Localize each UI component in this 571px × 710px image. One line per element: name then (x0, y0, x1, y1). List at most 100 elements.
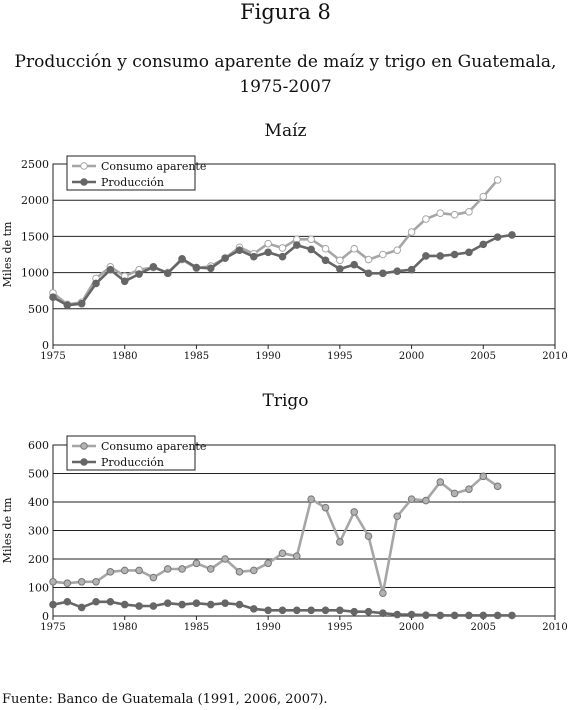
data-point (393, 267, 402, 275)
data-point (63, 579, 72, 588)
legend-label-0: Consumo aparente (101, 440, 206, 453)
data-point (508, 231, 516, 239)
data-point (321, 503, 330, 512)
series-line-0 (52, 474, 499, 595)
figure-label: Figura 8 (240, 0, 331, 24)
data-point (163, 599, 172, 607)
data-point (235, 568, 244, 576)
data-point (49, 578, 57, 586)
data-point (493, 233, 502, 241)
data-point (149, 263, 158, 271)
data-point (192, 599, 201, 607)
data-point (120, 566, 129, 575)
y-tick-label: 0 (42, 339, 49, 352)
y-tick-label: 200 (28, 553, 49, 566)
data-point (120, 277, 129, 286)
y-tick-label: 2000 (21, 194, 49, 207)
data-point (49, 600, 57, 609)
y-tick-label: 500 (28, 468, 49, 481)
x-tick-label: 1995 (327, 622, 352, 630)
x-tick-label: 2000 (399, 622, 424, 630)
legend-label-1: Producción (101, 456, 164, 469)
data-point (407, 265, 416, 274)
data-point (450, 489, 459, 498)
data-point (92, 597, 100, 606)
data-point (350, 260, 359, 269)
data-point (278, 549, 287, 558)
data-point (135, 270, 143, 278)
data-point (436, 252, 445, 260)
y-tick-label: 500 (28, 303, 49, 316)
data-point (508, 611, 516, 620)
legend: Consumo aparente Producción (66, 435, 206, 471)
data-point (493, 611, 502, 620)
data-point (479, 192, 488, 201)
data-point (120, 600, 129, 609)
data-point (336, 606, 344, 615)
data-point (393, 246, 402, 254)
data-point (135, 566, 143, 575)
data-point (163, 269, 172, 278)
x-tick-label: 2005 (471, 351, 496, 362)
figure-title: Producción y consumo aparente de maíz y … (0, 50, 571, 100)
y-tick-label: 1500 (21, 230, 49, 243)
maiz-chart-title: Maíz (264, 121, 307, 141)
y-tick-label: 0 (42, 610, 49, 623)
x-tick-label: 1985 (184, 622, 209, 630)
data-point (192, 559, 201, 568)
y-tick-label: 1000 (21, 267, 49, 280)
data-point (221, 254, 229, 262)
data-point (336, 256, 344, 265)
data-point (393, 512, 402, 521)
x-tick-label: 1985 (184, 351, 209, 362)
data-point (49, 293, 57, 302)
data-point (250, 566, 258, 575)
legend: Consumo aparente Producción (66, 155, 206, 191)
data-point (350, 508, 359, 516)
y-axis-label: Miles de tm (1, 221, 14, 287)
data-point (221, 555, 229, 563)
data-point (364, 255, 373, 264)
data-point (178, 600, 186, 609)
legend-swatch-marker (80, 178, 88, 186)
x-tick-label: 1995 (327, 351, 352, 362)
x-tick-label: 1975 (40, 351, 65, 362)
data-point (307, 606, 315, 615)
data-point (149, 602, 158, 610)
data-point (465, 611, 473, 620)
data-point (436, 611, 445, 620)
data-point (364, 607, 373, 616)
data-point (436, 478, 445, 486)
data-point (350, 244, 359, 253)
data-point (321, 244, 330, 253)
data-point (379, 589, 387, 597)
legend-swatch-marker (80, 458, 88, 466)
data-point (250, 252, 258, 261)
data-point (436, 209, 445, 218)
data-point (307, 495, 315, 503)
data-point (321, 256, 330, 265)
data-point (379, 250, 387, 259)
legend-box (66, 435, 196, 471)
data-point (106, 568, 115, 576)
data-point (493, 482, 502, 491)
data-point (250, 605, 258, 613)
x-tick-label: 2010 (542, 622, 567, 630)
data-point (278, 252, 287, 261)
y-tick-label: 400 (28, 496, 49, 509)
data-point (106, 265, 115, 274)
legend-swatch-marker (80, 162, 88, 170)
figure-title-line2: 1975-2007 (239, 77, 332, 97)
data-point (77, 603, 86, 612)
series-line-0 (52, 179, 499, 306)
data-point (465, 485, 473, 493)
data-point (364, 532, 373, 540)
data-point (422, 496, 430, 505)
data-point (493, 176, 502, 184)
y-tick-label: 100 (28, 582, 49, 595)
data-point (321, 606, 330, 615)
data-point (278, 244, 287, 252)
y-tick-label: 300 (28, 525, 49, 538)
figure-title-line1: Producción y consumo aparente de maíz y … (14, 52, 557, 72)
data-point (278, 606, 287, 615)
